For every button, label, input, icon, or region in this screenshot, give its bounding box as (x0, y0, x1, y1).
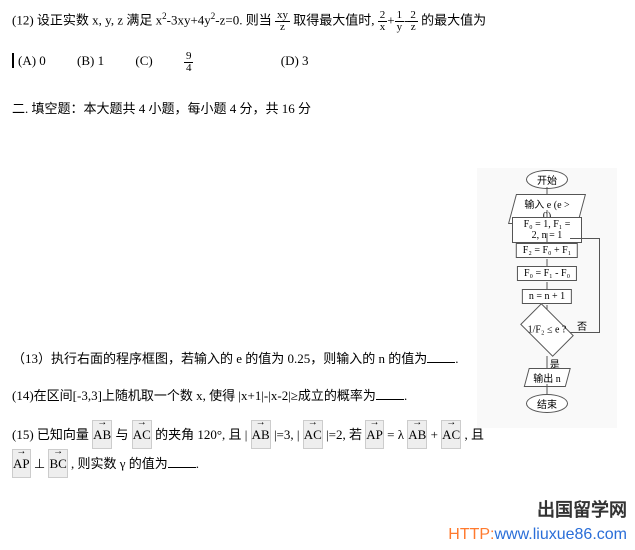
fc-end: 结束 (526, 394, 568, 413)
q13-text: （13）执行右面的程序框图，若输入的 e 的值为 0.25，则输入的 n 的值为 (12, 351, 427, 366)
fc-arrow-3 (547, 233, 548, 243)
brand-domain: liuxue86.com (533, 526, 627, 543)
flowchart: 开始 输入 e (e > 0) F₀ = 1, F₁ = 2, n = 1 F₂… (477, 168, 617, 428)
q12-text-5: 的最大值为 (421, 12, 486, 27)
fc-arrow-5 (547, 282, 548, 289)
option-D: (D) 3 (281, 53, 309, 68)
q12-text-2: -3xy+4y (167, 12, 211, 27)
brand-www: www. (494, 526, 532, 543)
vector-AC-3: AC (441, 420, 461, 449)
fc-arrow-7 (547, 356, 548, 368)
fc-loop-line (570, 238, 600, 333)
vector-AC-1: AC (132, 420, 152, 449)
option-C-frac: 94 (184, 51, 222, 74)
fc-decision: 1/F₂ ≤ e ? (520, 303, 574, 357)
vector-BC: BC (48, 449, 67, 478)
q15-mid5: , 且 (464, 427, 484, 442)
brand-cn: 出国留学网 (537, 496, 627, 522)
q15-mid3: |=3, | (274, 427, 303, 442)
q15-suffix: . (196, 456, 199, 471)
q12-frac-xyz: xyz (275, 10, 290, 33)
vector-AP-1: AP (365, 420, 384, 449)
option-C: (C) 94 (135, 53, 252, 68)
q12-options: (A) 0 (B) 1 (C) 94 (D) 3 (12, 51, 623, 74)
fc-step2: F₀ = F₁ - F₀ (517, 266, 577, 281)
q15-blank (168, 467, 196, 468)
vector-AP-2: AP (12, 449, 31, 478)
fc-step3: n = n + 1 (522, 289, 572, 304)
q15-plus: + (431, 427, 442, 442)
option-A: (A) 0 (12, 53, 46, 68)
q12-frac-2z: 2z (408, 10, 418, 33)
q15-mid6: , 则实数 γ 的值为 (71, 456, 168, 471)
brand-url: HTTP:www.liuxue86.com (448, 526, 627, 544)
fc-arrow-4 (547, 259, 548, 266)
section-2-title: 二. 填空题：本大题共 4 小题，每小题 4 分，共 16 分 (12, 98, 623, 117)
q15-pre: (15) 已知向量 (12, 427, 92, 442)
vector-AB-2: AB (251, 420, 271, 449)
option-C-label: (C) (135, 53, 156, 68)
fc-arrow-1 (547, 187, 548, 194)
option-B: (B) 1 (77, 53, 104, 68)
q14-blank (376, 399, 404, 400)
q13-blank (427, 362, 455, 363)
q15-mid1: 与 (115, 427, 131, 442)
q14-suffix: . (404, 388, 407, 403)
fc-arrow-2 (547, 210, 548, 217)
q12-text-4: 取得最大值时, (293, 12, 378, 27)
q15-eq: = λ (387, 427, 404, 442)
q14-text: (14)在区间[-3,3]上随机取一个数 x, 使得 |x+1|-|x-2|≥成… (12, 388, 376, 403)
q15-mid2: 的夹角 120°, 且 | (155, 427, 251, 442)
vector-AB-1: AB (92, 420, 112, 449)
fc-arrow-8 (547, 384, 548, 394)
q15-mid4: |=2, 若 (326, 427, 365, 442)
vector-AC-2: AC (303, 420, 323, 449)
brand-http: HTTP: (448, 526, 494, 543)
q12-label: (12) (12, 12, 37, 27)
q15-perp: ⊥ (34, 456, 49, 471)
q12-text-1: 设正实数 x, y, z 满足 x (37, 12, 162, 27)
question-15: (15) 已知向量 AB 与 AC 的夹角 120°, 且 | AB |=3, … (12, 420, 623, 477)
q12-text-3: -z=0. 则当 (215, 12, 271, 27)
fc-step1: F₂ = F₀ + F₁ (516, 243, 578, 258)
q12-frac-1y: 1y (395, 10, 405, 33)
q12-frac-2x: 2x (378, 10, 388, 33)
vector-AB-3: AB (407, 420, 427, 449)
question-12: (12) 设正实数 x, y, z 满足 x2-3xy+4y2-z=0. 则当 … (12, 8, 623, 33)
q12-plus: + (387, 12, 394, 27)
